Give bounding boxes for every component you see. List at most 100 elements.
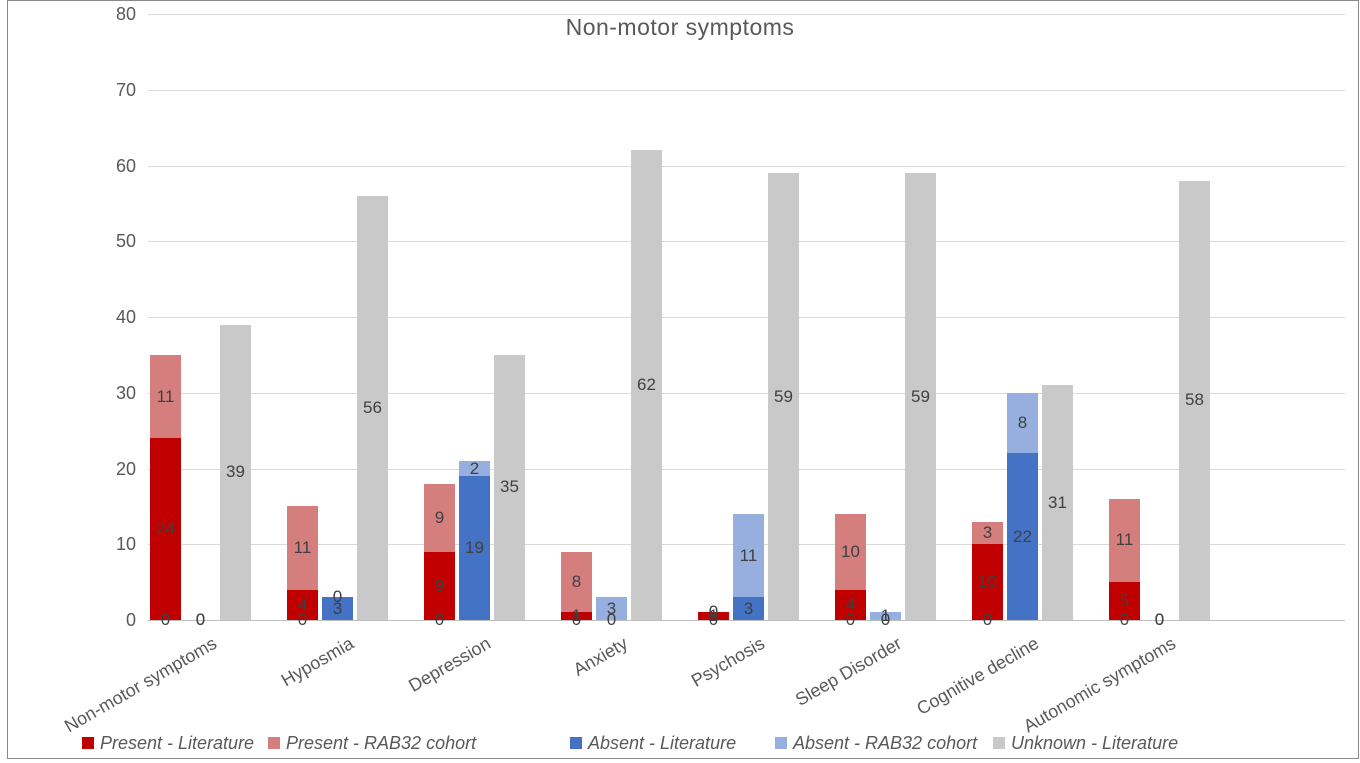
data-label: 11	[739, 545, 758, 565]
y-axis-tick-label: 40	[115, 307, 136, 327]
data-label: 1	[571, 606, 582, 626]
data-label: 0	[434, 610, 445, 629]
data-label: 0	[332, 587, 343, 607]
legend-label: Present - RAB32 cohort	[286, 733, 477, 753]
gridline	[148, 89, 1345, 91]
bar-segment-unknown-literature[interactable]	[220, 324, 251, 620]
bar-segment-present-rab32-cohort[interactable]	[150, 354, 181, 439]
legend-item-unknown-literature[interactable]: Unknown - Literature	[993, 734, 1178, 752]
bar-segment-absent-literature[interactable]	[322, 597, 353, 620]
data-label: 59	[774, 386, 793, 406]
data-label: 0	[195, 610, 206, 629]
gridline	[148, 392, 1345, 394]
legend-swatch-icon	[82, 737, 94, 749]
bar-segment-unknown-literature[interactable]	[494, 354, 525, 620]
bar-segment-present-rab32-cohort[interactable]	[287, 506, 318, 590]
data-label: 0	[1119, 610, 1130, 629]
bar-segment-present-rab32-cohort[interactable]	[424, 483, 455, 552]
bar-segment-absent-literature[interactable]	[459, 476, 490, 620]
x-axis-line	[148, 620, 1345, 621]
bar-segment-present-rab32-cohort[interactable]	[1109, 498, 1140, 583]
data-label: 8	[1017, 413, 1028, 433]
data-label: 0	[880, 610, 891, 629]
bar-segment-present-literature[interactable]	[698, 612, 729, 620]
legend-label: Absent - Literature	[588, 733, 737, 753]
data-label: 56	[363, 397, 382, 417]
gridline	[148, 14, 1345, 15]
data-label: 0	[160, 610, 171, 629]
legend-item-absent-literature[interactable]: Absent - Literature	[570, 733, 737, 753]
legend-label: Present - Literature	[100, 733, 255, 753]
y-axis-tick-label: 80	[115, 4, 136, 24]
bar-segment-unknown-literature[interactable]	[1179, 180, 1210, 620]
data-label: 58	[1185, 390, 1204, 410]
legend-item-absent-rab32-cohort[interactable]: Absent - RAB32 cohort	[775, 733, 978, 753]
bar-segment-present-rab32-cohort[interactable]	[561, 551, 592, 613]
y-axis-tick-label: 30	[115, 382, 136, 403]
data-label: 10	[841, 541, 860, 561]
bar-segment-present-literature[interactable]	[150, 438, 181, 620]
data-label: 9	[434, 575, 445, 595]
data-label: 1	[708, 606, 719, 626]
bar-segment-present-literature[interactable]	[561, 612, 592, 620]
data-label: 3	[743, 598, 754, 618]
legend-swatch-icon	[993, 737, 1005, 749]
data-label: 31	[1048, 492, 1067, 512]
bar-segment-absent-rab32-cohort[interactable]	[1007, 392, 1038, 454]
data-label: 0	[982, 610, 993, 629]
bar-segment-present-literature[interactable]	[1109, 582, 1140, 620]
bar-segment-present-literature[interactable]	[972, 544, 1003, 620]
data-label: 5	[1119, 591, 1130, 611]
bar-segment-unknown-literature[interactable]	[357, 195, 388, 620]
legend-swatch-icon	[570, 737, 582, 749]
data-label: 22	[1013, 526, 1032, 546]
data-label: 0	[1154, 610, 1165, 629]
bar-segment-present-literature[interactable]	[424, 551, 455, 620]
data-label: 3	[982, 522, 993, 542]
bar-segment-unknown-literature[interactable]	[1042, 385, 1073, 620]
bar-segment-unknown-literature[interactable]	[631, 150, 662, 620]
bar-segment-absent-rab32-cohort[interactable]	[459, 460, 490, 477]
data-label: 0	[1154, 610, 1165, 629]
data-label: 59	[911, 386, 930, 406]
bar-segment-present-rab32-cohort[interactable]	[972, 521, 1003, 545]
data-label: 24	[156, 519, 175, 539]
data-label: 62	[637, 375, 656, 395]
bar-segment-present-literature[interactable]	[835, 589, 866, 620]
legend-label: Absent - RAB32 cohort	[793, 733, 978, 753]
data-label: 35	[500, 477, 519, 497]
bar-segment-absent-literature[interactable]	[733, 597, 764, 620]
gridline	[148, 317, 1345, 318]
legend-swatch-icon	[775, 737, 787, 749]
data-label: 1	[880, 606, 891, 626]
data-label: 8	[571, 572, 582, 592]
bar-segment-absent-rab32-cohort[interactable]	[596, 597, 627, 620]
legend-swatch-icon	[268, 737, 280, 749]
legend-item-present-rab32-cohort[interactable]: Present - RAB32 cohort	[268, 733, 477, 753]
bar-segment-absent-literature[interactable]	[1007, 453, 1038, 620]
y-axis-tick-label: 70	[115, 79, 136, 100]
data-label: 39	[226, 462, 245, 482]
bar-segment-present-literature[interactable]	[287, 589, 318, 620]
data-label: 4	[297, 594, 308, 614]
y-axis-tick-label: 50	[115, 231, 136, 252]
data-label: 0	[571, 610, 582, 629]
data-label: 2	[469, 458, 480, 478]
bar-segment-absent-rab32-cohort[interactable]	[870, 612, 901, 620]
bar-segment-absent-rab32-cohort[interactable]	[733, 513, 764, 598]
gridline	[148, 241, 1345, 243]
data-label: 0	[297, 610, 308, 629]
data-label: 10	[978, 572, 997, 592]
y-axis-tick-label: 0	[125, 610, 136, 630]
gridline	[148, 165, 1345, 167]
data-label: 0	[195, 610, 206, 629]
data-label: 0	[708, 610, 719, 629]
bar-segment-unknown-literature[interactable]	[768, 173, 799, 620]
legend-item-present-literature[interactable]: Present - Literature	[82, 733, 255, 753]
data-label: 9	[434, 507, 445, 527]
bar-segment-unknown-literature[interactable]	[905, 173, 936, 620]
data-label: 11	[1115, 530, 1134, 550]
bar-segment-present-rab32-cohort[interactable]	[835, 513, 866, 590]
data-label: 0	[606, 610, 617, 629]
